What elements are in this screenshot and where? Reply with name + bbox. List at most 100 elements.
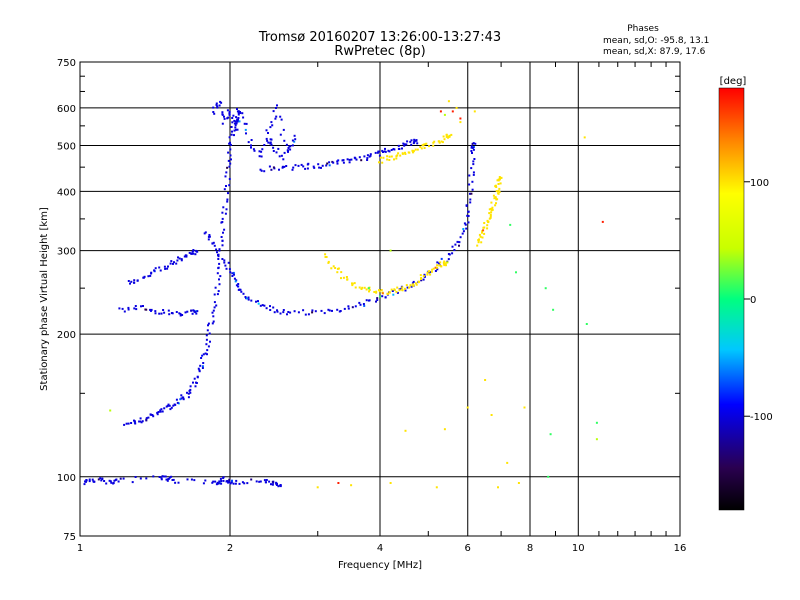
data-point <box>145 418 148 421</box>
data-point <box>436 264 439 267</box>
data-point <box>130 280 133 283</box>
data-point <box>393 289 396 291</box>
data-point <box>103 480 106 482</box>
data-point <box>257 302 260 305</box>
colorbar-tick-label: -100 <box>750 412 773 423</box>
data-point <box>292 166 295 169</box>
data-point <box>445 133 448 136</box>
data-point <box>241 481 244 484</box>
data-point <box>258 155 261 158</box>
data-point <box>273 311 276 314</box>
data-point <box>416 148 419 151</box>
data-point <box>263 170 266 173</box>
data-point <box>160 478 163 481</box>
data-point <box>156 411 159 414</box>
data-point <box>470 167 473 170</box>
data-point <box>494 204 497 207</box>
data-point <box>595 421 598 424</box>
data-point <box>453 249 456 251</box>
data-point <box>431 268 434 271</box>
data-point <box>495 202 497 205</box>
data-point <box>435 486 438 489</box>
data-point <box>232 482 235 485</box>
data-point <box>199 364 202 367</box>
data-point <box>440 140 443 143</box>
y-tick-label: 750 <box>57 58 76 69</box>
data-point <box>428 270 431 273</box>
data-point <box>213 293 216 296</box>
data-point <box>194 311 197 314</box>
data-point <box>247 296 250 299</box>
data-point <box>323 312 326 315</box>
data-point <box>165 405 168 408</box>
data-point <box>189 391 192 394</box>
data-point <box>215 304 218 307</box>
data-point <box>278 155 281 158</box>
data-point <box>436 261 439 264</box>
data-point <box>432 267 435 270</box>
data-point <box>268 165 271 168</box>
data-point <box>180 258 183 261</box>
data-point <box>231 130 233 133</box>
data-point <box>195 250 198 253</box>
data-point <box>595 438 598 441</box>
data-point <box>263 479 266 482</box>
data-point <box>220 236 223 238</box>
data-point <box>410 139 413 142</box>
data-point <box>469 198 472 201</box>
data-point <box>417 281 420 283</box>
data-point <box>348 158 351 161</box>
data-point <box>221 122 224 125</box>
data-point <box>468 183 471 186</box>
data-point <box>410 143 413 146</box>
data-point <box>221 244 224 247</box>
data-point <box>190 478 193 481</box>
data-point <box>186 478 189 481</box>
data-point <box>467 210 470 213</box>
data-point <box>204 479 207 482</box>
data-point <box>583 136 586 139</box>
data-point <box>211 322 214 325</box>
chart-subtitle: RwPretec (8p) <box>334 44 425 59</box>
data-point <box>279 133 282 136</box>
data-point <box>178 257 181 260</box>
data-point <box>209 340 211 343</box>
data-point <box>483 222 486 224</box>
data-point <box>261 304 264 307</box>
data-point <box>140 421 143 424</box>
data-point <box>421 144 424 147</box>
data-point <box>467 221 470 224</box>
x-tick-label: 1 <box>77 543 83 554</box>
data-point <box>112 482 115 484</box>
data-point <box>488 217 491 220</box>
data-point <box>258 480 261 483</box>
data-point <box>462 228 465 230</box>
data-point <box>506 461 509 464</box>
data-point <box>167 477 170 480</box>
data-point <box>228 184 231 187</box>
colorbar-tick-label: 100 <box>750 178 769 189</box>
data-point <box>350 158 353 161</box>
data-point <box>496 198 499 201</box>
data-point <box>234 128 237 131</box>
data-point <box>346 278 349 281</box>
data-point <box>307 313 310 316</box>
data-point <box>194 253 197 256</box>
data-point <box>158 476 161 478</box>
data-point <box>523 406 526 409</box>
data-point <box>363 304 366 307</box>
data-point <box>211 242 214 245</box>
data-point <box>231 275 234 277</box>
data-point <box>472 171 475 174</box>
data-point <box>270 168 273 171</box>
data-point <box>212 315 215 318</box>
chart-title: Tromsø 20160207 13:26:00-13:27:43 <box>258 30 501 45</box>
data-point <box>223 188 226 191</box>
data-point <box>381 295 384 298</box>
data-point <box>237 283 240 285</box>
data-point <box>236 128 239 131</box>
data-point <box>413 139 416 142</box>
data-point <box>204 231 207 234</box>
data-point <box>439 261 442 264</box>
